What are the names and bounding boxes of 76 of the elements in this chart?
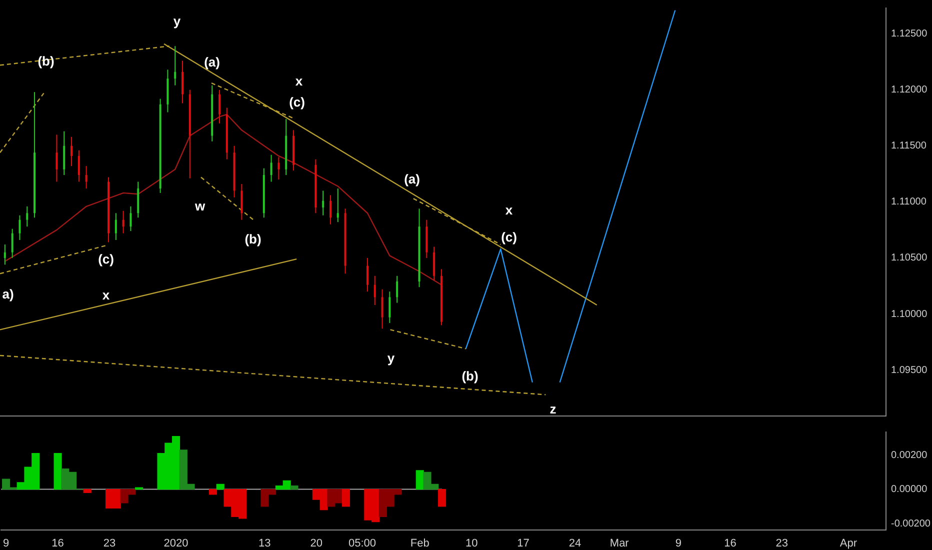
annotation: x <box>102 288 110 303</box>
bar <box>342 488 350 507</box>
candlestick <box>85 166 88 189</box>
y-tick-label: 1.11500 <box>891 140 927 152</box>
y-tick-label: 0.00000 <box>891 484 928 496</box>
candlestick <box>130 206 132 232</box>
candlestick <box>114 212 117 241</box>
x-tick-label: Feb <box>410 538 430 550</box>
candlestick <box>182 60 184 104</box>
annotation: y <box>387 350 396 366</box>
candlestick <box>4 244 6 266</box>
candlestick <box>374 275 376 306</box>
annotation: (c) <box>98 252 114 267</box>
annotation: (b) <box>38 54 54 69</box>
x-tick-label: 2020 <box>164 538 188 550</box>
candlestick <box>70 136 73 167</box>
annotation: (a) <box>404 172 420 187</box>
y-tick-label: -0.00200 <box>891 518 931 530</box>
x-tick-label: 05:00 <box>348 538 376 550</box>
annotation: (b) <box>244 232 262 247</box>
candlestick <box>278 156 280 180</box>
x-tick-label: 17 <box>517 538 530 550</box>
candlestick <box>396 275 398 304</box>
x-tick-label: 13 <box>258 538 271 550</box>
annotation: x <box>505 202 514 218</box>
candlestick <box>388 291 391 324</box>
bar <box>54 453 62 490</box>
x-tick-label: 24 <box>568 538 582 550</box>
annotation: (b) <box>462 368 478 384</box>
x-tick-label: 20 <box>310 538 323 550</box>
x-tick-label: 16 <box>724 538 736 550</box>
candlestick <box>11 228 14 258</box>
candlestick <box>336 188 339 223</box>
y-tick-label: 1.10500 <box>891 252 928 264</box>
annotation: x <box>295 74 304 89</box>
y-tick-label: 1.12500 <box>891 28 928 40</box>
annotation: (a) <box>204 54 220 70</box>
x-tick-label: 9 <box>675 538 682 550</box>
y-tick-label: 1.11000 <box>891 196 927 208</box>
x-tick-label: 23 <box>776 538 788 550</box>
candlestick <box>18 214 21 241</box>
candlestick <box>381 288 384 330</box>
candlestick <box>56 134 58 182</box>
candlestick <box>433 246 436 281</box>
x-tick-label: 23 <box>103 538 116 550</box>
annotation: y <box>173 14 182 29</box>
candlestick <box>78 150 80 182</box>
candlestick <box>26 206 28 228</box>
candlestick <box>63 130 66 176</box>
x-tick-label: 16 <box>52 538 64 550</box>
candlestick <box>270 154 272 182</box>
bar <box>83 488 92 494</box>
annotation: a) <box>2 286 14 302</box>
annotation: z <box>550 402 557 417</box>
y-tick-label: 1.10000 <box>891 308 928 320</box>
bar <box>216 484 224 490</box>
candlestick <box>366 257 368 292</box>
annotation: w <box>194 198 206 214</box>
candlestick <box>240 183 243 220</box>
x-tick-label: 10 <box>465 538 478 550</box>
x-tick-label: Apr <box>840 538 858 550</box>
y-tick-label: 1.12000 <box>891 84 928 96</box>
y-tick-label: 1.09500 <box>891 364 928 376</box>
bar <box>208 488 217 495</box>
candlestick <box>329 194 332 225</box>
candlestick <box>218 89 220 124</box>
candlestick <box>174 46 176 86</box>
candlestick <box>322 190 324 216</box>
x-tick-label: 9 <box>2 538 10 550</box>
bar <box>438 488 446 507</box>
x-tick-label: Mar <box>610 538 630 550</box>
bar <box>290 486 298 490</box>
annotation: (c) <box>289 94 305 110</box>
annotation: (c) <box>501 230 517 245</box>
candlestick <box>122 210 124 234</box>
y-tick-label: 0.00200 <box>891 450 928 461</box>
